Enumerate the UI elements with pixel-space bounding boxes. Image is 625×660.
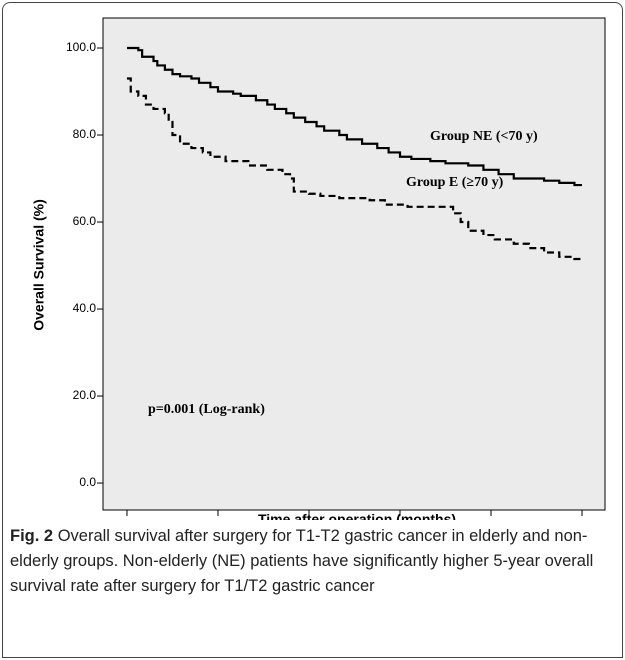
annotation: Group E (≥70 y)	[406, 175, 504, 190]
chart: Overall Survival (%) Time after operatio…	[31, 17, 606, 520]
x-tick-label: 12.00	[203, 518, 233, 520]
survival-curve	[126, 46, 583, 187]
survival-curve	[126, 77, 583, 261]
caption: Fig. 2 Overall survival after surgery fo…	[10, 524, 610, 599]
plot-area	[102, 17, 606, 511]
caption-text: Overall survival after surgery for T1-T2…	[10, 527, 594, 595]
annotation: Group NE (<70 y)	[430, 129, 538, 144]
y-tick-label: 0.0	[79, 475, 96, 489]
y-tick-label: 60.0	[73, 214, 97, 228]
y-axis-title: Overall Survival (%)	[31, 199, 47, 331]
x-tick-label: 0.00	[115, 518, 139, 520]
x-tick-label: 48.00	[476, 518, 506, 520]
x-tick-label: 36.00	[385, 518, 415, 520]
caption-label: Fig. 2	[10, 527, 54, 545]
x-axis-title: Time after operation (months)	[258, 511, 456, 520]
annotation: p=0.001 (Log-rank)	[148, 402, 265, 417]
y-tick-label: 100.0	[66, 40, 96, 54]
y-tick-label: 40.0	[73, 301, 97, 315]
y-tick-label: 80.0	[73, 127, 97, 141]
x-tick-label: 24.00	[294, 518, 324, 520]
x-tick-label: 60.00	[567, 518, 597, 520]
y-tick-label: 20.0	[73, 388, 97, 402]
